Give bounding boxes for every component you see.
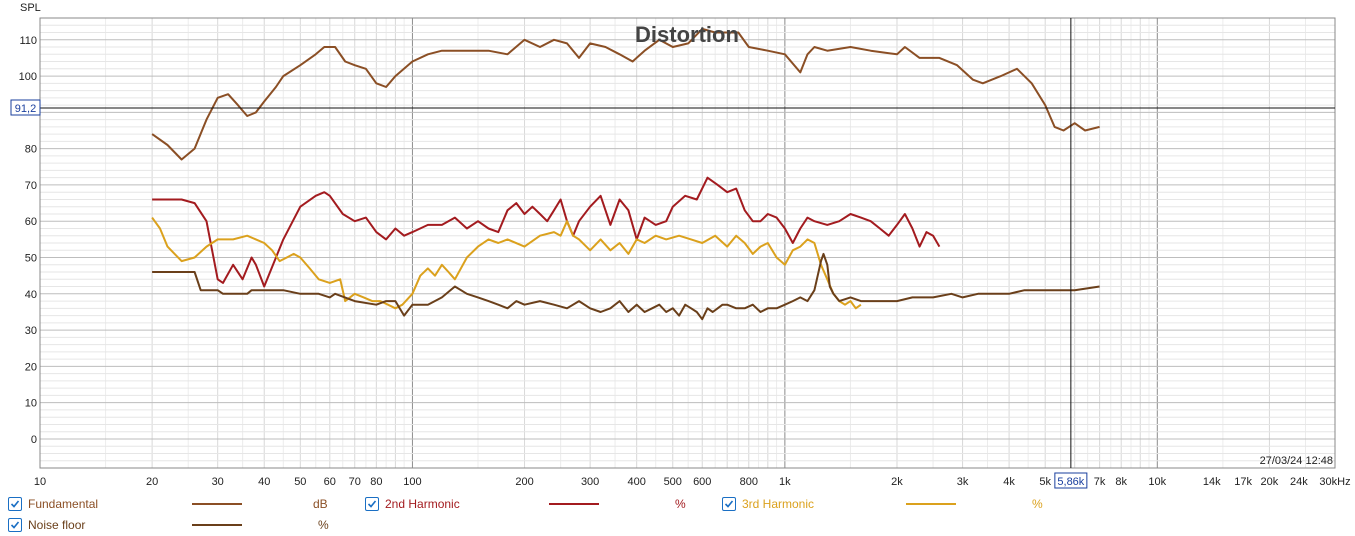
x-tick-label: 1k	[779, 476, 791, 488]
x-tick-label: 2k	[891, 476, 903, 488]
checkbox-fundamental[interactable]	[8, 497, 22, 511]
chart-title: Distortion	[635, 22, 739, 47]
x-tick-label: 17k	[1234, 476, 1252, 488]
legend-swatch	[192, 503, 242, 505]
checkbox-noise-floor[interactable]	[8, 518, 22, 532]
x-tick-label: 24k	[1290, 476, 1308, 488]
plot-curves	[151, 27, 1100, 321]
legend-item-2nd-harmonic[interactable]: 2nd Harmonic %	[365, 494, 695, 514]
y-axis-label: SPL	[20, 2, 41, 14]
x-tick-label: 7k	[1094, 476, 1106, 488]
x-tick-label: 80	[370, 476, 382, 488]
check-icon	[10, 500, 20, 508]
x-tick-label: 200	[515, 476, 533, 488]
grid	[39, 17, 1336, 469]
x-tick-label: 50	[294, 476, 306, 488]
legend-label: Fundamental	[28, 497, 99, 511]
x-tick-label: 30kHz	[1319, 476, 1350, 488]
check-icon	[367, 500, 377, 508]
cursor-x-readout: 5,86k	[1057, 476, 1084, 488]
legend-swatch	[549, 503, 599, 505]
x-tick-label: 40	[258, 476, 270, 488]
x-tick-label: 800	[740, 476, 758, 488]
legend-label: Noise floor	[28, 518, 86, 532]
timestamp: 27/03/24 12:48	[1260, 455, 1333, 467]
legend-swatch	[906, 503, 956, 505]
x-tick-label: 20	[146, 476, 158, 488]
legend-item-3rd-harmonic[interactable]: 3rd Harmonic %	[722, 494, 1052, 514]
checkbox-3rd-harmonic[interactable]	[722, 497, 736, 511]
check-icon	[10, 521, 20, 529]
legend-row-2: Noise floor %	[0, 515, 1355, 535]
x-tick-label: 100	[403, 476, 421, 488]
x-tick-label: 20k	[1261, 476, 1279, 488]
y-tick-label: 30	[25, 325, 37, 337]
legend-unit: %	[318, 518, 329, 532]
cursor-x-readout-box	[1054, 472, 1088, 489]
legend-label: 2nd Harmonic	[385, 497, 460, 511]
legend-label: 3rd Harmonic	[742, 497, 815, 511]
x-tick-label: 5k	[1039, 476, 1051, 488]
legend-swatch	[192, 524, 242, 526]
x-tick-label: 500	[664, 476, 682, 488]
y-tick-label: 40	[25, 289, 37, 301]
y-tick-label: 50	[25, 253, 37, 265]
x-tick-label: 30	[212, 476, 224, 488]
x-tick-label: 14k	[1203, 476, 1221, 488]
y-tick-label: 80	[25, 144, 37, 156]
series-fundamental	[151, 27, 1100, 161]
x-tick-label: 300	[581, 476, 599, 488]
x-tick-label: 8k	[1115, 476, 1127, 488]
x-tick-label: 10k	[1148, 476, 1166, 488]
cursor-crosshair[interactable]: 91,2 5,86k	[10, 18, 1335, 489]
x-tick-label: 600	[693, 476, 711, 488]
x-tick-label: 3k	[957, 476, 969, 488]
x-tick-label: 60	[324, 476, 336, 488]
y-tick-label: 100	[19, 71, 37, 83]
cursor-y-readout: 91,2	[15, 103, 36, 115]
y-tick-label: 60	[25, 216, 37, 228]
y-tick-label: 20	[25, 361, 37, 373]
series-3rd-harmonic	[151, 217, 862, 310]
legend-item-fundamental[interactable]: Fundamental dB	[8, 494, 338, 514]
check-icon	[724, 500, 734, 508]
legend-item-noise-floor[interactable]: Noise floor %	[8, 515, 338, 535]
axis-ticks: 0 10 20 30 40 50 60 70 80 100 110 10 20 30 40 50 60 70 80 1…	[19, 35, 1351, 488]
series-noise-floor	[152, 252, 1100, 321]
x-tick-label: 4k	[1003, 476, 1015, 488]
legend-unit: %	[1032, 497, 1043, 511]
y-tick-label: 0	[31, 434, 37, 446]
legend-unit: %	[675, 497, 686, 511]
x-tick-label: 70	[349, 476, 361, 488]
legend-row-1: Fundamental dB 2nd Harmonic % 3rd Harmon…	[0, 494, 1355, 514]
cursor-y-readout-box	[10, 99, 41, 116]
y-tick-label: 70	[25, 180, 37, 192]
x-tick-label: 10	[34, 476, 46, 488]
checkbox-2nd-harmonic[interactable]	[365, 497, 379, 511]
legend-unit: dB	[313, 497, 328, 511]
plot-frame	[39, 17, 1336, 469]
x-tick-label: 400	[627, 476, 645, 488]
y-tick-label: 110	[19, 35, 37, 47]
y-tick-label: 10	[25, 398, 37, 410]
